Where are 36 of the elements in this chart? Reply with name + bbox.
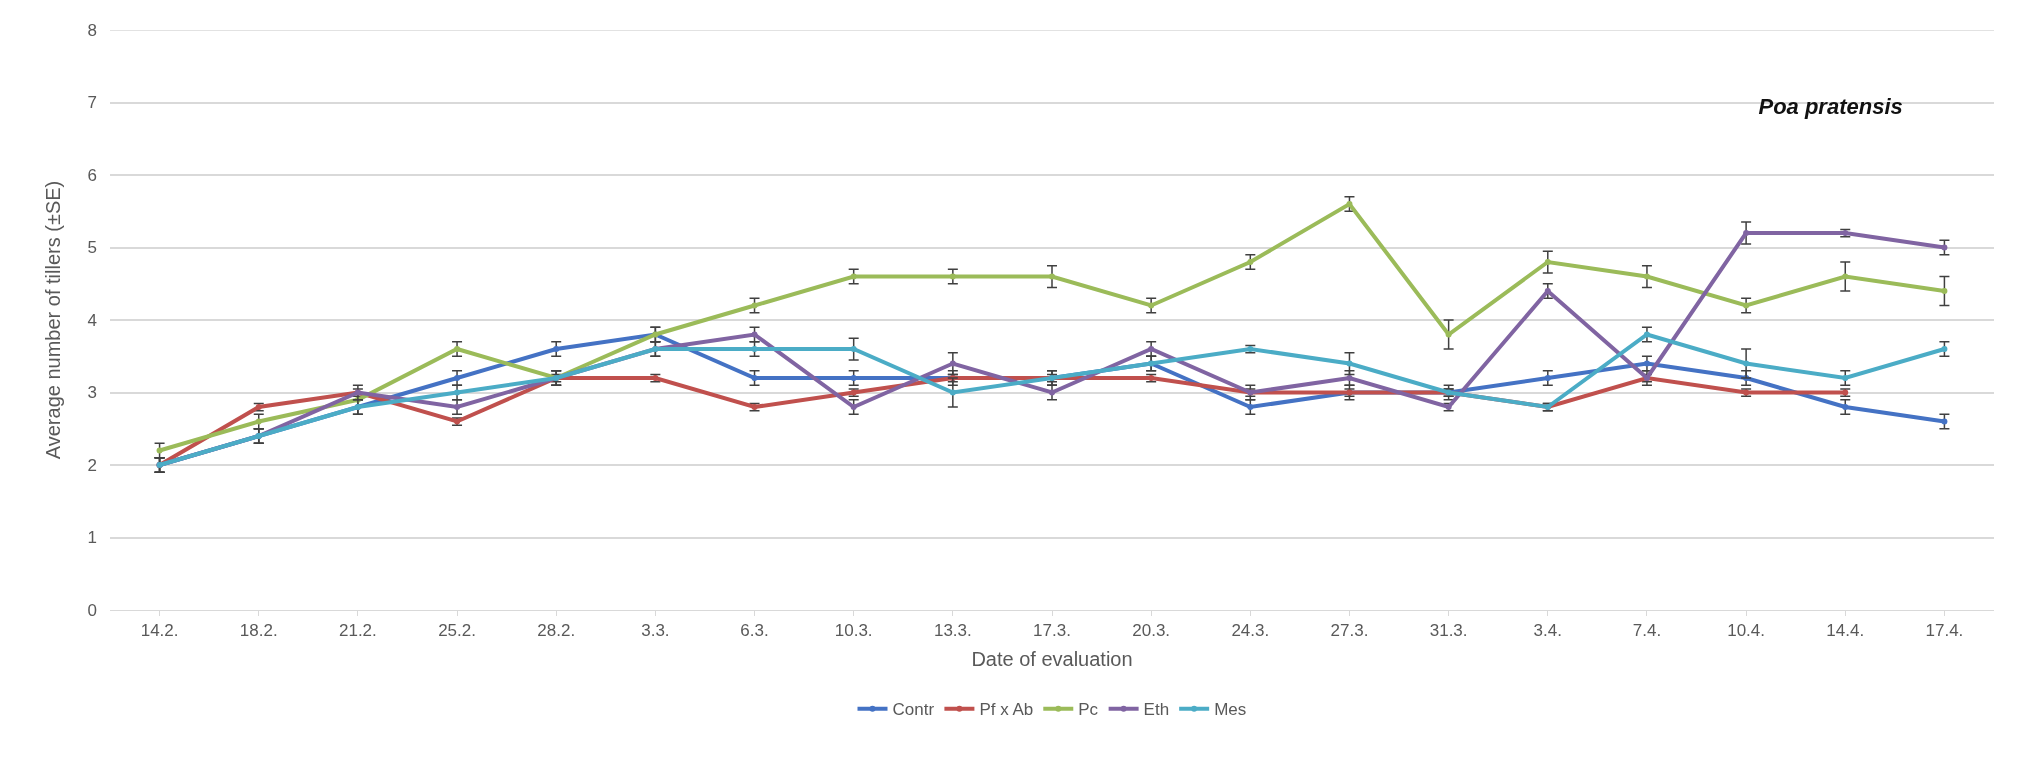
y-tick-label: 7 xyxy=(87,93,97,113)
x-tick-label: 14.4. xyxy=(1826,621,1865,641)
x-tick-label: 3.3. xyxy=(641,621,670,641)
y-tick-label: 3 xyxy=(87,383,97,403)
x-tick-label: 31.3. xyxy=(1429,621,1468,641)
x-tick-label: 27.3. xyxy=(1330,621,1369,641)
x-tick-label: 25.2. xyxy=(438,621,476,641)
x-axis-title: Date of evaluation xyxy=(971,647,1133,670)
x-tick-label: 17.4. xyxy=(1925,621,1964,641)
x-tick-label: 24.3. xyxy=(1231,621,1270,641)
y-tick-label: 5 xyxy=(87,238,97,258)
legend-label: Eth xyxy=(1143,700,1170,720)
y-tick-label: 1 xyxy=(87,528,97,548)
legend-label: Contr xyxy=(892,700,935,720)
y-tick-label: 2 xyxy=(87,455,97,475)
x-tick-label: 18.2. xyxy=(239,621,278,641)
x-tick-label: 10.4. xyxy=(1727,621,1766,641)
y-axis-title: Average number of tillers (±SE) xyxy=(42,180,64,460)
legend-label: Mes xyxy=(1214,700,1247,720)
x-tick-label: 28.2. xyxy=(537,621,576,641)
x-tick-label: 20.3. xyxy=(1132,621,1171,641)
legend-label: Pf x Ab xyxy=(979,700,1034,720)
text: Poa pratensis xyxy=(1758,94,1903,120)
x-tick-label: 21.2. xyxy=(338,621,377,641)
x-tick-label: 14.2. xyxy=(140,621,179,641)
y-tick-label: 8 xyxy=(87,20,97,40)
y-tick-label: 0 xyxy=(87,600,97,620)
x-tick-label: 7.4. xyxy=(1632,621,1662,641)
x-tick-label: 13.3. xyxy=(933,621,972,641)
y-tick-label: 4 xyxy=(87,310,97,330)
legend-label: Pc xyxy=(1078,700,1099,720)
x-tick-label: 10.3. xyxy=(834,621,873,641)
x-tick-label: 6.3. xyxy=(740,621,769,641)
x-tick-label: 17.3. xyxy=(1033,621,1071,641)
x-tick-label: 3.4. xyxy=(1533,621,1562,641)
y-tick-label: 6 xyxy=(87,165,97,185)
